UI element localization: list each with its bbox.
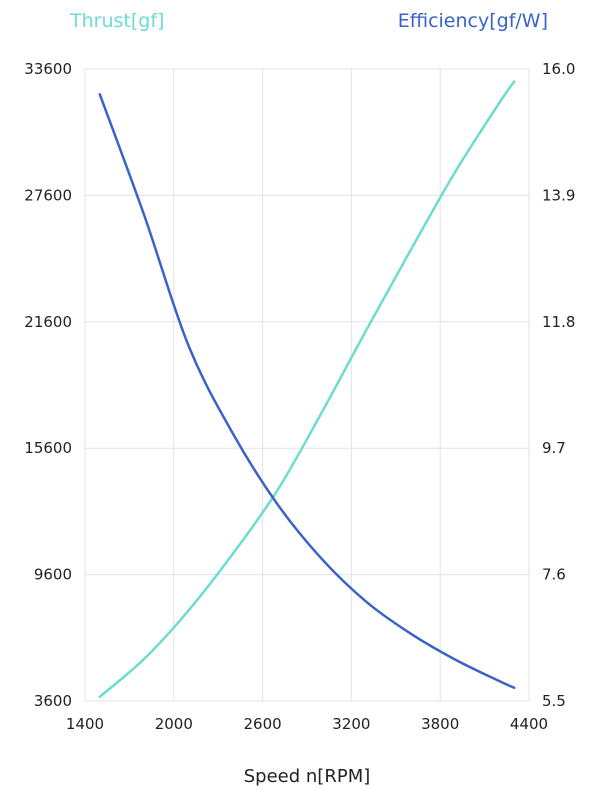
series-line-thrust (98, 80, 516, 699)
x-axis-title: Speed n[RPM] (244, 766, 371, 787)
right-axis-ticks: 5.5 7.6 9.7 11.8 13.9 16.0 (542, 60, 575, 710)
x-axis-tick-label: 1400 (66, 715, 104, 733)
x-axis-tick-label: 2000 (155, 715, 193, 733)
x-axis-tick-label: 4400 (510, 715, 548, 733)
series-layer (98, 80, 516, 699)
right-axis-tick-label: 9.7 (542, 439, 566, 457)
x-axis-tick-label: 2600 (244, 715, 282, 733)
left-axis-tick-label: 15600 (24, 439, 72, 457)
left-axis-tick-label: 33600 (24, 60, 72, 78)
left-axis-ticks: 3600 9600 15600 21600 27600 33600 (24, 60, 72, 710)
left-axis-tick-label: 3600 (34, 692, 72, 710)
right-axis-title: Efficiency[gf/W] (398, 10, 548, 32)
right-axis-tick-label: 7.6 (542, 566, 566, 584)
right-axis-tick-label: 13.9 (542, 186, 575, 204)
x-axis-ticks: 1400 2000 2600 3200 3800 4400 (66, 715, 548, 733)
right-axis-tick-label: 5.5 (542, 692, 566, 710)
right-axis-tick-label: 16.0 (542, 60, 575, 78)
left-axis-title: Thrust[gf] (69, 10, 164, 32)
grid (84, 68, 530, 702)
series-line-efficiency (98, 93, 516, 690)
right-axis-tick-label: 11.8 (542, 313, 575, 331)
x-axis-tick-label: 3200 (332, 715, 370, 733)
x-axis-tick-label: 3800 (421, 715, 459, 733)
left-axis-tick-label: 21600 (24, 313, 72, 331)
left-axis-tick-label: 9600 (34, 566, 72, 584)
left-axis-tick-label: 27600 (24, 186, 72, 204)
